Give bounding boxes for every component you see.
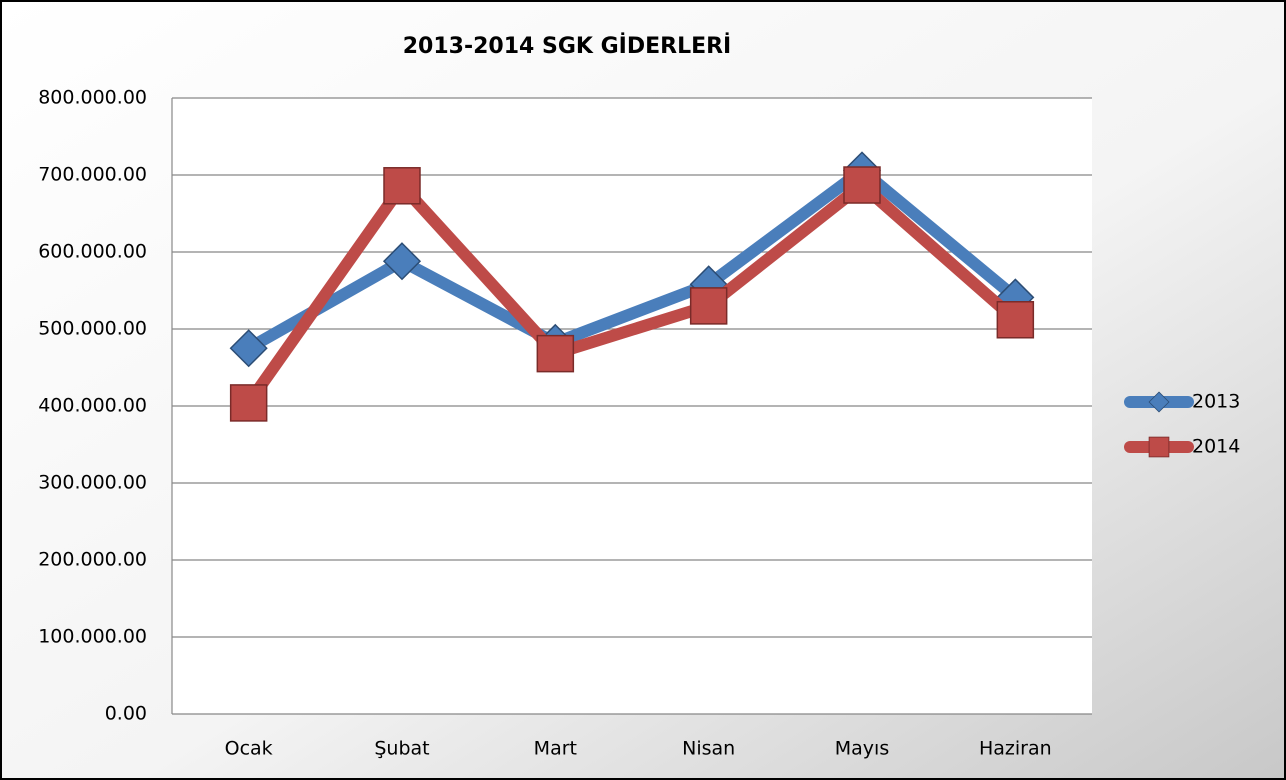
x-tick-label: Nisan [682,738,735,760]
data-point [843,166,881,204]
y-tick-label: 400.000.00 [38,395,147,417]
y-tick-label: 600.000.00 [38,241,147,263]
data-point [229,329,268,368]
series-line [243,179,1020,407]
x-tick-label: Mayıs [835,738,889,760]
legend-label: 2014 [1192,436,1240,458]
y-tick-label: 700.000.00 [38,164,147,186]
data-point [689,287,728,325]
y-tick-label: 100.000.00 [38,626,147,648]
y-tick-label: 0.00 [105,703,147,725]
data-point [229,384,268,422]
data-point [536,334,575,373]
y-tick-label: 300.000.00 [38,472,147,494]
y-tick-label: 800.000.00 [38,87,147,109]
legend-label: 2013 [1192,391,1240,413]
y-tick-label: 500.000.00 [38,318,147,340]
y-tick-label: 200.000.00 [38,549,147,571]
data-point [382,242,422,281]
data-point [996,301,1035,339]
legend-marker [1148,436,1170,458]
x-tick-label: Haziran [979,738,1052,760]
legend-marker [1148,391,1170,413]
x-tick-label: Mart [534,738,577,760]
chart-title: 2013-2014 SGK GİDERLERİ [403,33,732,59]
series-line [245,164,1020,354]
x-tick-label: Şubat [374,738,429,760]
x-tick-label: Ocak [225,738,273,760]
data-point [383,167,421,205]
